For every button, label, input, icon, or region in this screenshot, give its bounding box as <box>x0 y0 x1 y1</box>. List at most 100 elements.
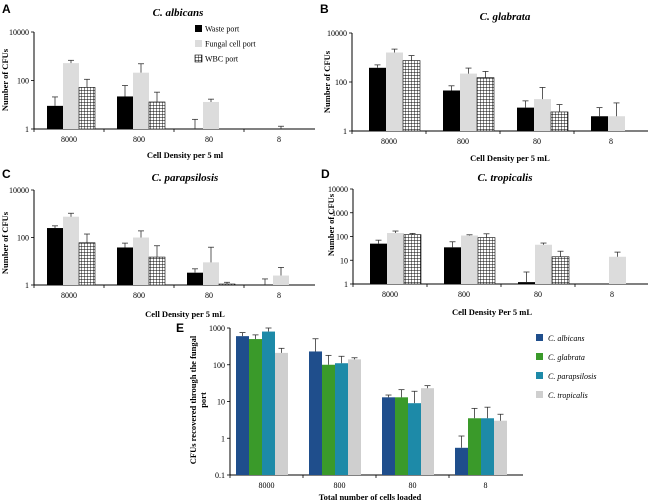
x-tick-label: 8000 <box>259 481 275 490</box>
y-tick-label: 1000 <box>209 324 225 333</box>
bar-waste-port-800 <box>443 90 460 131</box>
bar-fungal-cell-port-800 <box>460 73 477 131</box>
bar-c-parapsilosis-80 <box>408 403 421 475</box>
x-tick-label: 8 <box>484 481 488 490</box>
legend-label-glabrata: C. glabrata <box>548 353 585 362</box>
bar-waste-port-800 <box>117 96 133 129</box>
legend-a: Waste port Fungal cell port WBC port <box>194 25 256 64</box>
legend-label-waste: Waste port <box>205 25 240 34</box>
y-tick-label: 1 <box>343 127 347 136</box>
panel-title-d: C. tropicalis <box>477 172 532 184</box>
bar-waste-port-8000 <box>47 105 63 129</box>
panel-label-a: A <box>2 2 11 16</box>
plot-area-d: 1 10 100 1000 10000 8000 800 80 8 <box>328 185 648 299</box>
x-tick-label: 80 <box>205 291 213 300</box>
bar-wbc-port-8000 <box>78 87 96 130</box>
x-axis-label-c: Cell Density per 5 mL <box>145 309 225 319</box>
x-tick-label: 8000 <box>382 290 398 299</box>
bar-wbc-port-8000 <box>78 242 96 286</box>
legend-swatch-wbc <box>194 54 203 63</box>
bar-fungal-cell-port-8000 <box>386 52 403 131</box>
bar-wbc-port-8000 <box>402 60 421 132</box>
bar-wbc-port-800 <box>148 256 166 286</box>
bar-c-parapsilosis-800 <box>335 363 348 475</box>
y-tick-label: 10 <box>217 398 225 407</box>
x-tick-label: 80 <box>409 481 417 490</box>
x-tick-label: 8 <box>277 135 281 144</box>
x-axis-label-b: Cell Density per 5 mL <box>470 153 550 163</box>
x-tick-label: 80 <box>534 290 542 299</box>
y-axis-label-e-line1: CFUs recovered through the fungal <box>188 335 198 464</box>
y-axis-label-b: Number of CFUs <box>322 50 332 113</box>
bar-c-tropicalis-8 <box>494 420 507 475</box>
y-tick-label: 1000 <box>332 209 348 218</box>
bar-waste-port-80 <box>518 282 535 284</box>
y-tick-label: 100 <box>336 233 348 242</box>
panel-title-b: C. glabrata <box>480 11 531 23</box>
bar-fungal-cell-port-800 <box>133 72 149 129</box>
y-tick-label: 1 <box>25 125 29 134</box>
bar-waste-port-80 <box>187 272 203 285</box>
bar-c-albicans-80 <box>382 397 395 475</box>
bar-waste-port-8 <box>591 116 608 131</box>
bar-wbc-port-800 <box>477 237 496 285</box>
bar-waste-port-800 <box>117 247 133 285</box>
bar-c-tropicalis-800 <box>348 359 361 475</box>
x-axis-label-d: Cell Density Per 5 mL <box>452 307 532 317</box>
bar-fungal-cell-port-8000 <box>63 63 79 129</box>
x-tick-label: 8000 <box>61 135 77 144</box>
x-tick-label: 8 <box>610 290 614 299</box>
y-tick-label: 100 <box>17 234 29 243</box>
x-tick-label: 800 <box>133 291 145 300</box>
bar-c-albicans-8000 <box>236 336 249 475</box>
panel-title-a: C. albicans <box>153 7 204 19</box>
panel-c: C C. parapsilosis Number of CFUs Cell De… <box>0 167 315 319</box>
legend-e: C. albicans C. glabrata C. parapsilosis … <box>536 334 596 400</box>
bar-wbc-port-80 <box>551 256 570 285</box>
panel-label-d: D <box>321 167 330 181</box>
x-tick-label: 8000 <box>381 137 397 146</box>
panel-d: D C. tropicalis Number of CFUs Cell Dens… <box>321 167 648 317</box>
bar-waste-port-8000 <box>47 228 63 285</box>
plot-area-c: 1 100 10000 8000 800 80 8 <box>9 186 315 300</box>
y-tick-label: 1 <box>344 280 348 289</box>
bar-waste-port-8000 <box>369 67 386 131</box>
legend-swatch-glabrata <box>536 353 543 360</box>
bar-fungal-cell-port-80 <box>534 99 551 131</box>
panel-label-e: E <box>176 321 184 335</box>
y-tick-label: 10000 <box>328 185 348 194</box>
y-tick-label: 10000 <box>9 186 29 195</box>
legend-label-wbc: WBC port <box>205 55 239 64</box>
y-tick-label: 1 <box>221 434 225 443</box>
y-tick-label: 10 <box>340 256 348 265</box>
panel-e: E CFUs recovered through the fungal port… <box>176 321 596 502</box>
x-axis-label-e: Total number of cells loaded <box>319 492 422 502</box>
y-axis-label-d: Number of CFUs <box>326 193 336 256</box>
bar-waste-port-8000 <box>370 243 387 284</box>
bar-fungal-cell-port-80 <box>203 101 219 129</box>
x-tick-label: 800 <box>334 481 346 490</box>
bar-c-glabrata-8 <box>468 418 481 475</box>
legend-label-fungal: Fungal cell port <box>205 40 256 49</box>
bar-wbc-port-80 <box>218 283 236 286</box>
y-axis-label-c: Number of CFUs <box>0 211 10 274</box>
panel-a: A C. albicans Number of CFUs Cell Densit… <box>0 2 315 160</box>
bar-fungal-cell-port-8 <box>609 256 626 284</box>
bar-c-parapsilosis-8000 <box>262 331 275 475</box>
plot-area-b: 1 100 10000 8000 800 80 8 <box>327 29 648 146</box>
x-tick-label: 800 <box>133 135 145 144</box>
panel-title-c: C. parapsilosis <box>152 172 219 184</box>
x-tick-label: 80 <box>533 137 541 146</box>
bar-c-tropicalis-80 <box>421 388 434 475</box>
y-tick-label: 1 <box>25 281 29 290</box>
y-axis-label-e-line2: port <box>198 392 208 408</box>
bar-c-glabrata-800 <box>322 364 335 475</box>
plot-area-a: 1 100 10000 8000 800 80 8 <box>9 28 315 144</box>
bar-wbc-port-8000 <box>403 234 422 285</box>
y-tick-label: 100 <box>213 361 225 370</box>
bar-wbc-port-80 <box>550 111 569 132</box>
x-tick-label: 8 <box>277 291 281 300</box>
legend-swatch-tropicalis <box>536 391 543 398</box>
bar-fungal-cell-port-8000 <box>387 233 404 284</box>
bar-waste-port-80 <box>517 107 534 131</box>
